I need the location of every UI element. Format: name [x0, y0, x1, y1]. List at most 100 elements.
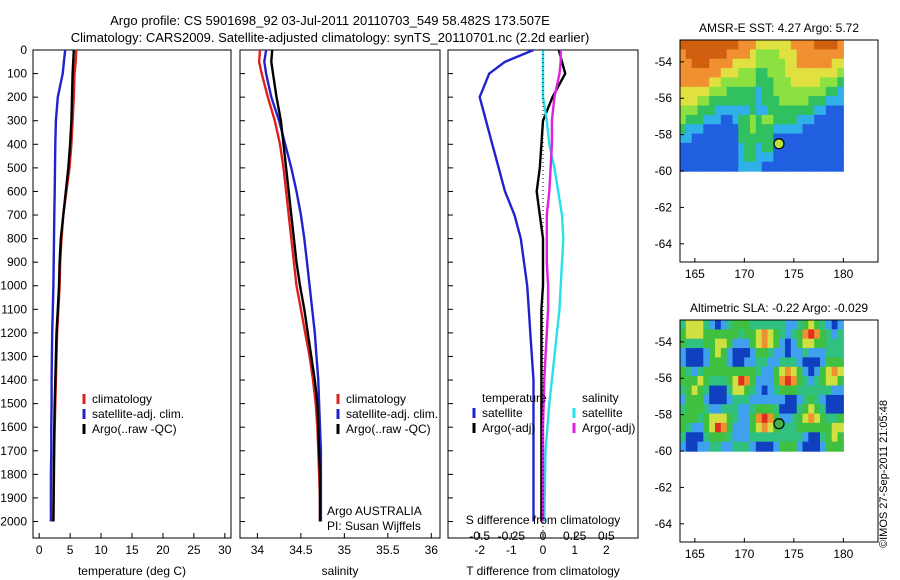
- map1-cell: [814, 96, 821, 107]
- map1-cell: [767, 105, 774, 116]
- map2-cell: [814, 348, 821, 359]
- map1-cell: [820, 161, 827, 172]
- map2-cell: [697, 366, 704, 377]
- map1-cell: [738, 96, 745, 107]
- map1-cell: [773, 49, 780, 60]
- map1-cell: [767, 124, 774, 135]
- map2-cell: [831, 329, 839, 340]
- map2-cell: [715, 422, 722, 433]
- map1-cell: [697, 124, 704, 135]
- map2-cell: [732, 432, 739, 443]
- map2-cell: [779, 366, 786, 377]
- map2-cell: [808, 376, 815, 387]
- map2-ytick-label: -58: [655, 408, 673, 422]
- map1-cell: [720, 77, 728, 88]
- map2-cell: [785, 422, 792, 433]
- map1-heatmap: [680, 40, 844, 172]
- map1-cell: [738, 105, 745, 116]
- map1-cell: [808, 133, 815, 144]
- map2-cell: [709, 422, 716, 433]
- map2-cell: [831, 338, 839, 349]
- map2-cell: [709, 413, 716, 424]
- map1-cell: [726, 40, 734, 50]
- map1-cell: [744, 49, 751, 60]
- depth-tick-label: 900: [7, 255, 27, 269]
- map2-cell: [691, 422, 699, 433]
- map2-cell: [831, 413, 839, 424]
- map2-cell: [837, 338, 844, 349]
- map1-cell: [680, 124, 687, 135]
- map2-cell: [779, 385, 786, 396]
- map2-cell: [680, 432, 687, 443]
- map1-cell: [726, 142, 734, 153]
- map2-cell: [837, 404, 844, 415]
- map2-cell: [709, 357, 716, 368]
- map2-cell: [680, 320, 687, 330]
- chart-title-line2: Climatology: CARS2009. Satellite-adjuste…: [70, 30, 590, 45]
- map2-cell: [715, 348, 722, 359]
- map2-cell: [796, 404, 804, 415]
- map2-cell: [691, 432, 699, 443]
- map2-cell: [825, 366, 833, 377]
- map1-cell: [825, 161, 833, 172]
- map2-cell: [820, 376, 827, 387]
- map2-cell: [761, 394, 769, 405]
- map1-title: AMSR-E SST: 4.27 Argo: 5.72: [699, 21, 859, 35]
- map1-cell: [703, 49, 710, 60]
- map2-cell: [691, 385, 699, 396]
- map2-cell: [820, 422, 827, 433]
- map2-cell: [744, 348, 751, 359]
- map1-cell: [773, 133, 780, 144]
- map1-cell: [685, 105, 693, 116]
- map2-cell: [831, 357, 839, 368]
- map2-cell: [750, 413, 757, 424]
- depth-tick-label: 0: [20, 43, 27, 57]
- panel2-xtick-label: 34: [251, 543, 265, 557]
- map2-cell: [767, 413, 774, 424]
- map1-ytick-label: -54: [655, 55, 673, 69]
- map2-cell: [837, 329, 844, 340]
- map2-cell: [785, 413, 792, 424]
- map2-cell: [773, 376, 780, 387]
- map2-cell: [814, 329, 821, 340]
- map2-cell: [802, 441, 809, 452]
- panel3-xtick-label: 1: [571, 543, 578, 557]
- map1-cell: [691, 96, 699, 107]
- map1-cell: [703, 77, 710, 88]
- map2-cell: [808, 366, 815, 377]
- map2-cell: [726, 329, 734, 340]
- map1-cell: [831, 40, 839, 50]
- map1-cell: [825, 105, 833, 116]
- map2-cell: [680, 366, 687, 377]
- map2-cell: [709, 432, 716, 443]
- map2-cell: [796, 366, 804, 377]
- map1-cell: [755, 161, 763, 172]
- map2-cell: [750, 404, 757, 415]
- map1-cell: [726, 68, 734, 79]
- map1-cell: [796, 58, 804, 69]
- map1-cell: [691, 124, 699, 135]
- map1-cell: [750, 77, 757, 88]
- map1-cell: [808, 77, 815, 88]
- map1-cell: [685, 142, 693, 153]
- map1-cell: [744, 133, 751, 144]
- panel1-xlabel: temperature (deg C): [78, 564, 186, 578]
- map1-cell: [750, 133, 757, 144]
- map1-cell: [755, 58, 763, 69]
- map2-cell: [767, 320, 774, 330]
- map1-cell: [703, 152, 710, 163]
- map1-cell: [761, 58, 769, 69]
- map2-cell: [738, 422, 745, 433]
- map1-cell: [767, 142, 774, 153]
- map1-cell: [837, 96, 844, 107]
- map2-cell: [785, 432, 792, 443]
- panel3-top-tick-label: -0.5: [469, 529, 490, 543]
- map2-cell: [779, 320, 786, 330]
- depth-tick-label: 1000: [0, 279, 27, 293]
- depth-tick-label: 1800: [0, 467, 27, 481]
- map2-cell: [761, 404, 769, 415]
- map1-cell: [814, 58, 821, 69]
- map1-cell: [808, 161, 815, 172]
- map1-cell: [755, 49, 763, 60]
- map1-cell: [790, 152, 798, 163]
